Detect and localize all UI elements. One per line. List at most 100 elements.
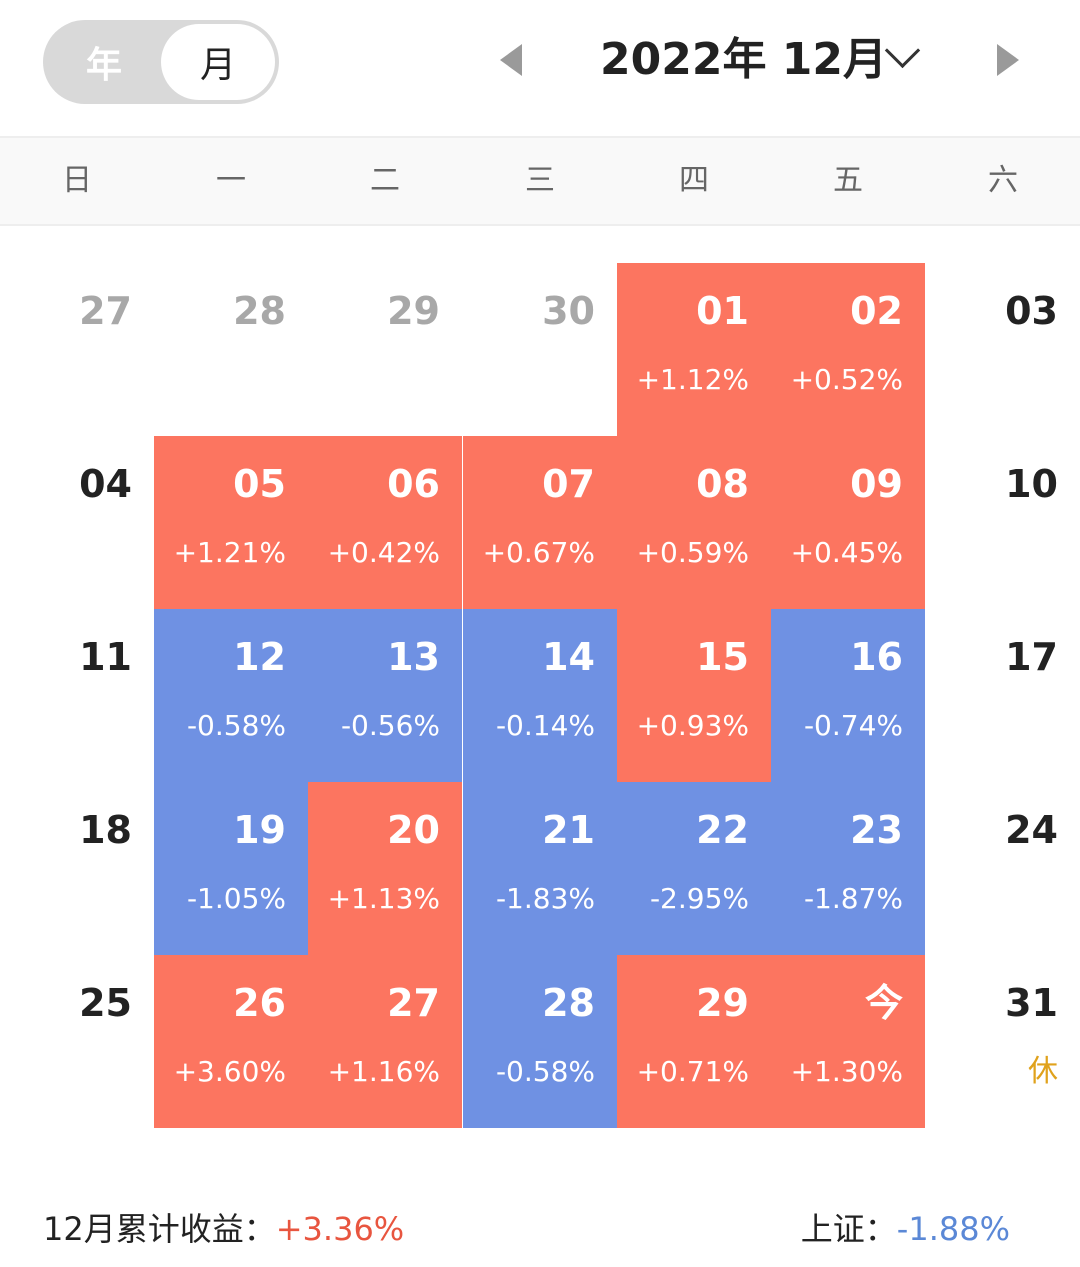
day-cell[interactable]: 18 (0, 782, 154, 955)
day-cell[interactable]: 16 -0.74% (771, 609, 925, 782)
weekday-tue: 二 (370, 163, 400, 198)
day-number: 29 (387, 289, 440, 333)
day-cell[interactable]: 05 +1.21% (154, 436, 308, 609)
day-number: 01 (696, 289, 749, 333)
day-number: 30 (542, 289, 595, 333)
day-return: +0.67% (482, 536, 595, 569)
day-cell[interactable]: 20 +1.13% (308, 782, 462, 955)
day-cell[interactable]: 19 -1.05% (154, 782, 308, 955)
day-return: -0.58% (495, 1055, 595, 1088)
day-return: +0.45% (790, 536, 903, 569)
day-cell[interactable]: 14 -0.14% (463, 609, 617, 782)
day-cell[interactable]: 21 -1.83% (463, 782, 617, 955)
day-number: 14 (542, 635, 595, 679)
day-cell[interactable]: 07 +0.67% (463, 436, 617, 609)
weekday-header: 日 一 二 三 四 五 六 (0, 136, 1080, 226)
day-cell[interactable]: 27 +1.16% (308, 955, 462, 1128)
cumulative-return: 12月累计收益：+3.36% (43, 1204, 404, 1250)
day-cell[interactable]: 25 (0, 955, 154, 1128)
day-return: +0.59% (636, 536, 749, 569)
day-return: +3.60% (173, 1055, 286, 1088)
day-cell[interactable]: 17 (926, 609, 1080, 782)
day-return: +1.21% (173, 536, 286, 569)
weekday-sat: 六 (988, 163, 1018, 198)
day-number: 今 (864, 981, 903, 1025)
index-return-value: -1.88% (896, 1210, 1010, 1248)
day-number: 24 (1005, 808, 1058, 852)
day-cell[interactable]: 12 -0.58% (154, 609, 308, 782)
day-number: 27 (79, 289, 132, 333)
day-cell[interactable]: 06 +0.42% (308, 436, 462, 609)
day-cell[interactable]: 01 +1.12% (617, 263, 771, 436)
day-cell[interactable]: 04 (0, 436, 154, 609)
day-return: +0.93% (636, 709, 749, 742)
day-return: -2.95% (649, 882, 749, 915)
day-cell[interactable]: 24 (926, 782, 1080, 955)
day-cell[interactable]: 10 (926, 436, 1080, 609)
cumulative-return-label: 12月累计收益： (43, 1210, 276, 1248)
day-number: 10 (1005, 462, 1058, 506)
next-month-arrow-icon[interactable] (997, 44, 1019, 76)
day-number: 20 (387, 808, 440, 852)
index-return: 上证：-1.88% (801, 1204, 1010, 1250)
toggle-year-option[interactable]: 年 (85, 45, 122, 86)
day-number: 18 (79, 808, 132, 852)
day-number: 27 (387, 981, 440, 1025)
day-number: 05 (233, 462, 286, 506)
day-number: 28 (233, 289, 286, 333)
day-cell[interactable]: 30 (463, 263, 617, 436)
weekday-fri: 五 (833, 163, 863, 198)
year-month-toggle[interactable]: 年 月 (43, 20, 279, 104)
chevron-down-icon[interactable] (884, 32, 921, 69)
day-cell[interactable]: 31 休 (926, 955, 1080, 1128)
day-cell[interactable]: 28 -0.58% (463, 955, 617, 1128)
day-cell[interactable]: 02 +0.52% (771, 263, 925, 436)
holiday-badge: 休 (1028, 1054, 1058, 1089)
weekday-mon: 一 (216, 163, 246, 198)
day-number: 29 (696, 981, 749, 1025)
day-cell[interactable]: 27 (0, 263, 154, 436)
day-number: 22 (696, 808, 749, 852)
day-return: +1.30% (790, 1055, 903, 1088)
weekday-wed: 三 (525, 163, 555, 198)
day-return: +1.12% (636, 363, 749, 396)
day-number: 25 (79, 981, 132, 1025)
day-return: -0.58% (186, 709, 286, 742)
day-cell[interactable]: 13 -0.56% (308, 609, 462, 782)
day-return: +0.42% (327, 536, 440, 569)
day-return: -1.83% (495, 882, 595, 915)
prev-month-arrow-icon[interactable] (500, 44, 522, 76)
day-number: 23 (850, 808, 903, 852)
day-cell[interactable]: 今 +1.30% (771, 955, 925, 1128)
toggle-month-option[interactable]: 月 (161, 24, 275, 100)
day-cell[interactable]: 15 +0.93% (617, 609, 771, 782)
day-cell[interactable]: 29 +0.71% (617, 955, 771, 1128)
day-number: 15 (696, 635, 749, 679)
day-cell[interactable]: 08 +0.59% (617, 436, 771, 609)
day-number: 21 (542, 808, 595, 852)
day-number: 17 (1005, 635, 1058, 679)
day-return: +0.52% (790, 363, 903, 396)
day-cell[interactable]: 03 (926, 263, 1080, 436)
day-return: -1.05% (186, 882, 286, 915)
day-cell[interactable]: 11 (0, 609, 154, 782)
day-return: +1.16% (327, 1055, 440, 1088)
day-cell[interactable]: 29 (308, 263, 462, 436)
day-cell[interactable]: 28 (154, 263, 308, 436)
month-title[interactable]: 2022年 12月 (600, 34, 888, 85)
day-cell[interactable]: 26 +3.60% (154, 955, 308, 1128)
day-cell[interactable]: 22 -2.95% (617, 782, 771, 955)
day-return: +1.13% (327, 882, 440, 915)
day-number: 31 (1005, 981, 1058, 1025)
day-return: -0.14% (495, 709, 595, 742)
day-number: 02 (850, 289, 903, 333)
day-number: 26 (233, 981, 286, 1025)
day-cell[interactable]: 09 +0.45% (771, 436, 925, 609)
day-cell[interactable]: 23 -1.87% (771, 782, 925, 955)
day-number: 19 (233, 808, 286, 852)
day-number: 03 (1005, 289, 1058, 333)
day-number: 16 (850, 635, 903, 679)
day-number: 07 (542, 462, 595, 506)
cumulative-return-value: +3.36% (275, 1210, 405, 1248)
